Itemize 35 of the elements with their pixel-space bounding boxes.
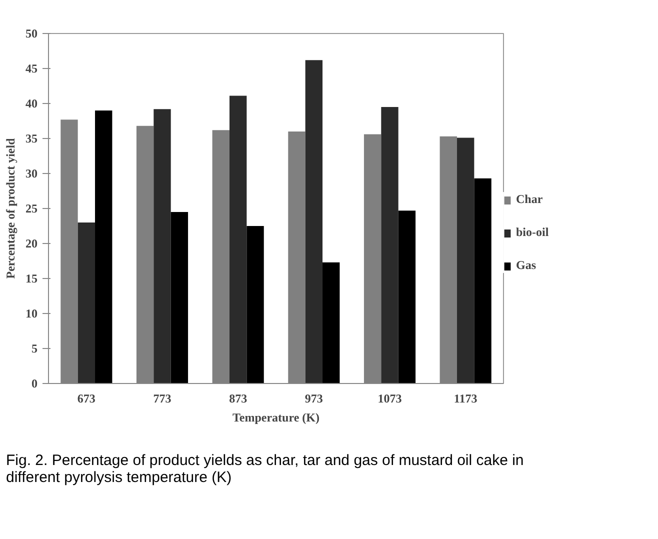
y-tick-label: 5 xyxy=(32,342,38,356)
x-axis-title: Temperature (K) xyxy=(232,410,320,424)
x-tick-label: 773 xyxy=(153,392,172,406)
bar xyxy=(474,178,492,384)
bar xyxy=(398,210,416,384)
y-tick-label: 10 xyxy=(26,306,38,320)
y-tick-label: 30 xyxy=(26,166,38,180)
bar xyxy=(229,96,247,384)
y-tick-label: 20 xyxy=(26,236,38,250)
legend-label: Char xyxy=(516,192,543,207)
y-tick-label: 0 xyxy=(32,376,38,390)
y-tick-label: 50 xyxy=(26,26,38,40)
bar xyxy=(170,212,188,384)
y-tick-label: 15 xyxy=(26,272,38,286)
x-tick-label: 673 xyxy=(77,392,96,406)
bar xyxy=(246,226,264,384)
bar xyxy=(154,109,171,384)
x-tick-label: 1173 xyxy=(454,392,478,406)
y-tick-label: 40 xyxy=(26,96,38,110)
x-tick-label: 1073 xyxy=(378,392,402,406)
bar xyxy=(95,110,112,384)
bar xyxy=(322,262,340,384)
x-tick-label: 973 xyxy=(304,392,323,406)
bar xyxy=(381,107,398,384)
caption: Fig. 2. Percentage of product yields as char, tar and gas of mustard oil cake in different pyrolysis temperature (K) xyxy=(6,452,525,486)
y-tick-label: 45 xyxy=(26,62,38,76)
legend-label: Gas xyxy=(516,258,536,273)
legend-label: bio-oil xyxy=(516,225,549,240)
y-axis-title: Percentage of product yield xyxy=(4,138,18,279)
y-tick-label: 25 xyxy=(26,202,38,216)
bar xyxy=(456,138,474,384)
y-tick-label: 35 xyxy=(26,132,38,146)
bar xyxy=(305,60,323,384)
bar xyxy=(78,222,96,384)
x-tick-label: 873 xyxy=(229,392,248,406)
